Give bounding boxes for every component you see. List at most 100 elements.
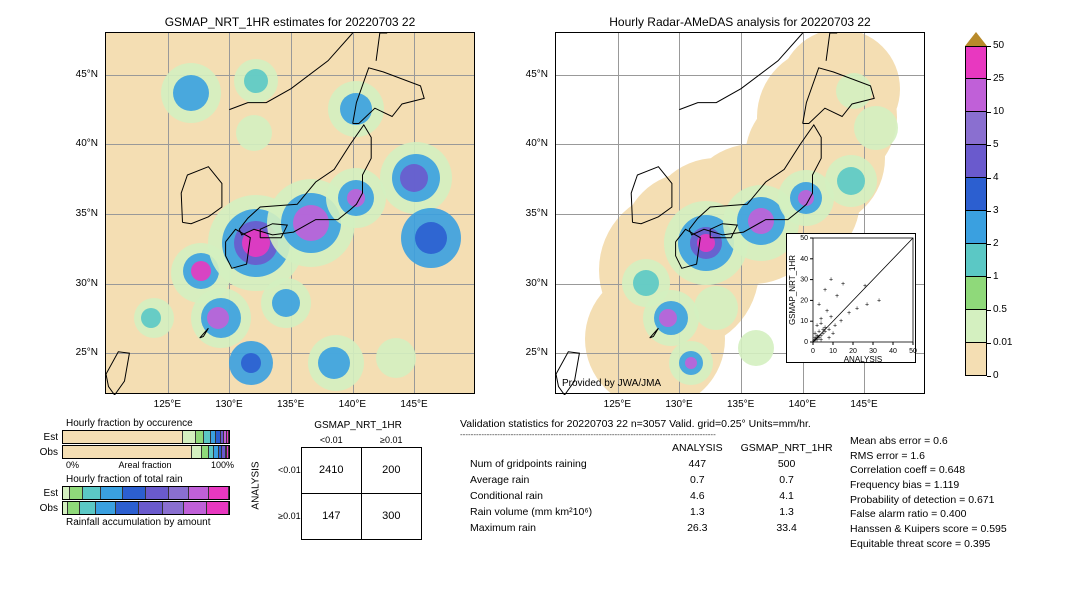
- contingency-table: <0.01 ≥0.01 <0.01 2410 200 ≥0.01 147 300: [278, 433, 422, 540]
- x-tick-label: 135°E: [277, 399, 304, 410]
- areal-label: Areal fraction: [118, 460, 171, 470]
- stats-section: Validation statistics for 20220703 22 n=…: [460, 418, 843, 537]
- colorbar-tick: 0.5: [993, 304, 1007, 315]
- stats-col1: ANALYSIS: [664, 441, 731, 455]
- stats-cell: 447: [664, 457, 731, 471]
- stats-scores-list: Mean abs error = 0.6RMS error = 1.6Corre…: [850, 434, 1007, 552]
- svg-text:+: +: [815, 322, 819, 329]
- cont-cell-00: 2410: [301, 447, 361, 493]
- svg-text:ANALYSIS: ANALYSIS: [844, 355, 883, 364]
- x-tick-label: 140°E: [789, 399, 816, 410]
- svg-text:+: +: [833, 322, 837, 329]
- stats-header-underline: ----------------------------------------…: [460, 430, 843, 439]
- stats-score-line: RMS error = 1.6: [850, 449, 1007, 464]
- svg-text:10: 10: [800, 318, 808, 325]
- svg-text:+: +: [863, 283, 867, 290]
- stats-cell: 1.3: [664, 505, 731, 519]
- stats-score-line: Probability of detection = 0.671: [850, 493, 1007, 508]
- stats-cell: 500: [733, 457, 841, 471]
- svg-text:20: 20: [849, 348, 857, 355]
- stats-cell: Maximum rain: [462, 521, 662, 535]
- y-tick-label: 25°N: [526, 347, 548, 358]
- colorbar-tick: 50: [993, 40, 1004, 51]
- svg-text:+: +: [855, 306, 859, 313]
- y-tick-label: 30°N: [526, 278, 548, 289]
- stats-score-line: Equitable threat score = 0.395: [850, 537, 1007, 552]
- stats-score-line: False alarm ratio = 0.400: [850, 507, 1007, 522]
- colorbar: 00.010.512345102550: [965, 32, 987, 376]
- svg-text:30: 30: [869, 348, 877, 355]
- pct-0: 0%: [66, 460, 79, 470]
- colorbar-tick: 4: [993, 172, 999, 183]
- svg-text:+: +: [816, 334, 820, 341]
- stats-cell: 0.7: [664, 473, 731, 487]
- svg-text:+: +: [825, 308, 829, 315]
- bar-row-label: Est: [38, 488, 62, 499]
- scatter-inset: 0010102020303040405050ANALYSISGSMAP_NRT_…: [786, 233, 916, 363]
- stats-score-line: Correlation coeff = 0.648: [850, 463, 1007, 478]
- svg-text:50: 50: [800, 235, 808, 242]
- y-tick-label: 45°N: [526, 69, 548, 80]
- stats-score-line: Frequency bias = 1.119: [850, 478, 1007, 493]
- occurrence-bar-title: Hourly fraction by occurence: [66, 418, 238, 429]
- pct-100: 100%: [211, 460, 234, 470]
- svg-text:+: +: [829, 277, 833, 284]
- x-tick-label: 125°E: [154, 399, 181, 410]
- colorbar-tick: 0: [993, 370, 999, 381]
- stats-table: ANALYSIS GSMAP_NRT_1HR Num of gridpoints…: [460, 439, 843, 537]
- svg-text:+: +: [829, 314, 833, 321]
- y-tick-label: 25°N: [76, 347, 98, 358]
- fraction-bar: [62, 501, 230, 515]
- colorbar-tick: 5: [993, 139, 999, 150]
- x-tick-label: 145°E: [850, 399, 877, 410]
- svg-text:50: 50: [909, 348, 917, 355]
- stats-score-line: Mean abs error = 0.6: [850, 434, 1007, 449]
- svg-text:+: +: [823, 287, 827, 294]
- colorbar-tick: 10: [993, 106, 1004, 117]
- colorbar-tick: 3: [993, 205, 999, 216]
- bar-row-label: Est: [38, 432, 62, 443]
- stats-col2: GSMAP_NRT_1HR: [733, 441, 841, 455]
- stats-cell: 0.7: [733, 473, 841, 487]
- contingency-section: ANALYSIS GSMAP_NRT_1HR <0.01 ≥0.01 <0.01…: [258, 420, 422, 540]
- accum-bar-title: Rainfall accumulation by amount: [66, 517, 238, 528]
- gsmap-map-panel: GSMAP_NRT_1HR estimates for 20220703 22 …: [105, 32, 475, 394]
- fraction-bars-section: Hourly fraction by occurence Est Obs 0% A…: [38, 418, 238, 528]
- svg-text:0: 0: [804, 339, 808, 346]
- gsmap-plot-area: [106, 33, 474, 393]
- colorbar-tick: 2: [993, 238, 999, 249]
- cont-row-1: ≥0.01: [278, 493, 301, 539]
- svg-text:GSMAP_NRT_1HR: GSMAP_NRT_1HR: [788, 255, 797, 325]
- colorbar-tick: 1: [993, 271, 999, 282]
- stats-cell: 4.6: [664, 489, 731, 503]
- colorbar-tick: 0.01: [993, 337, 1012, 348]
- cont-cell-11: 300: [361, 493, 421, 539]
- y-tick-label: 35°N: [76, 208, 98, 219]
- radar-title: Hourly Radar-AMeDAS analysis for 2022070…: [556, 15, 924, 29]
- svg-text:+: +: [817, 302, 821, 309]
- cont-col-0: <0.01: [301, 433, 361, 447]
- y-tick-label: 30°N: [76, 278, 98, 289]
- svg-text:10: 10: [829, 348, 837, 355]
- gsmap-title: GSMAP_NRT_1HR estimates for 20220703 22: [106, 15, 474, 29]
- attribution-label: Provided by JWA/JMA: [562, 378, 661, 389]
- fraction-bar: [62, 445, 230, 459]
- bar-row-label: Obs: [38, 503, 62, 514]
- cont-cell-01: 200: [361, 447, 421, 493]
- svg-text:+: +: [865, 302, 869, 309]
- svg-text:+: +: [835, 293, 839, 300]
- y-tick-label: 40°N: [526, 138, 548, 149]
- stats-cell: 26.3: [664, 521, 731, 535]
- x-tick-label: 145°E: [400, 399, 427, 410]
- stats-cell: 4.1: [733, 489, 841, 503]
- x-tick-label: 130°E: [215, 399, 242, 410]
- cont-col-1: ≥0.01: [361, 433, 421, 447]
- svg-text:+: +: [839, 318, 843, 325]
- cont-cell-10: 147: [301, 493, 361, 539]
- svg-text:+: +: [831, 331, 835, 338]
- contingency-row-header: ANALYSIS: [251, 456, 262, 516]
- x-tick-label: 125°E: [604, 399, 631, 410]
- svg-text:+: +: [847, 310, 851, 317]
- svg-text:+: +: [819, 316, 823, 323]
- stats-cell: Rain volume (mm km²10⁶): [462, 505, 662, 519]
